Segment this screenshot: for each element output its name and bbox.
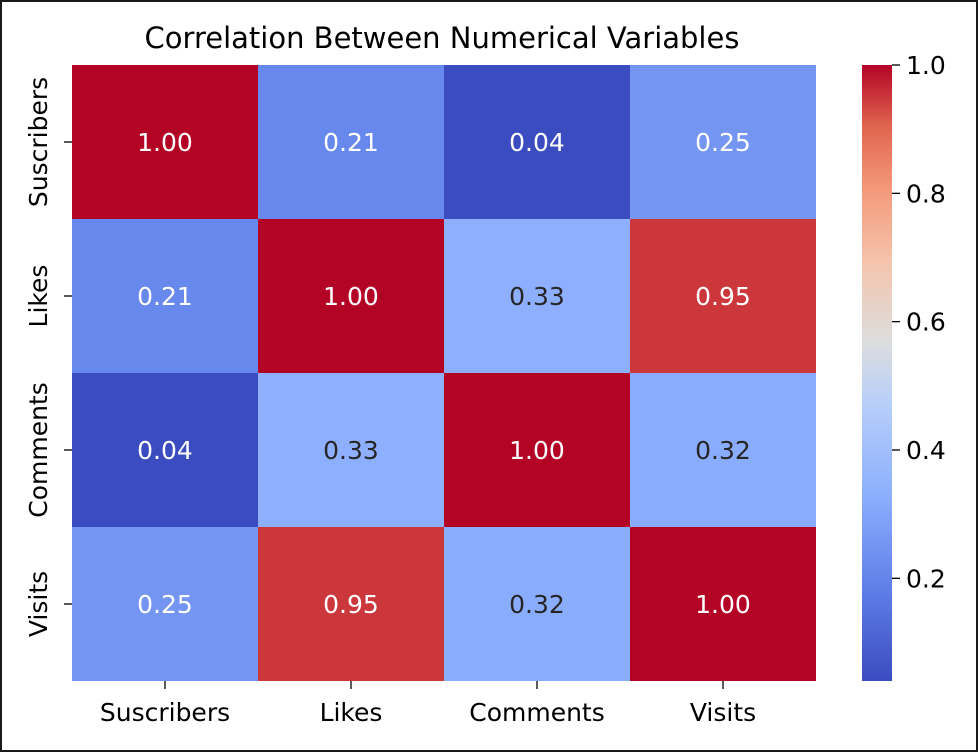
heatmap-cell — [72, 373, 258, 527]
row-tick-label: Visits — [24, 571, 53, 637]
cell-value-label: 0.21 — [137, 282, 193, 311]
row-axis: Suscribers Likes Comments Visits — [24, 77, 72, 637]
chart-title: Correlation Between Numerical Variables — [145, 21, 740, 55]
heatmap-cell — [258, 527, 444, 681]
heatmap-cell — [258, 219, 444, 373]
heatmap-cell — [630, 65, 816, 219]
heatmap-cell — [630, 373, 816, 527]
heatmap-cell — [444, 373, 630, 527]
cell-value-label: 0.95 — [695, 282, 751, 311]
colorbar: 0.2 0.4 0.6 0.8 1.0 — [862, 51, 946, 681]
heatmap-cell — [72, 527, 258, 681]
cell-value-label: 0.32 — [509, 590, 565, 619]
heatmap-cell — [72, 219, 258, 373]
cell-value-label: 0.95 — [323, 590, 379, 619]
colorbar-tick-label: 0.2 — [906, 564, 946, 593]
column-tick-label: Visits — [690, 698, 756, 727]
heatmap-cell — [258, 373, 444, 527]
row-tick-label: Suscribers — [24, 77, 53, 207]
cell-value-label: 0.33 — [509, 282, 565, 311]
heatmap-cells — [72, 65, 816, 681]
heatmap-cell — [444, 527, 630, 681]
column-tick-label: Likes — [320, 698, 383, 727]
heatmap-cell — [630, 527, 816, 681]
cell-value-label: 1.00 — [695, 590, 751, 619]
column-tick-label: Comments — [469, 698, 605, 727]
heatmap-annotations: 1.00 0.21 0.04 0.25 0.21 1.00 0.33 0.95 0.04 0.33… — [137, 128, 751, 619]
colorbar-tick-label: 0.8 — [906, 179, 946, 208]
heatmap-cell — [444, 219, 630, 373]
cell-value-label: 0.25 — [137, 590, 193, 619]
row-tick-label: Comments — [24, 382, 53, 518]
cell-value-label: 0.04 — [137, 436, 193, 465]
cell-value-label: 1.00 — [137, 128, 193, 157]
column-tick-label: Suscribers — [100, 698, 230, 727]
cell-value-label: 0.33 — [323, 436, 379, 465]
column-axis: Suscribers Likes Comments Visits — [100, 681, 756, 727]
cell-value-label: 0.25 — [695, 128, 751, 157]
cell-value-label: 1.00 — [323, 282, 379, 311]
colorbar-tick-label: 0.6 — [906, 308, 946, 337]
row-tick-label: Likes — [24, 265, 53, 328]
heatmap-cell — [444, 65, 630, 219]
colorbar-ticks: 0.2 0.4 0.6 0.8 1.0 — [892, 51, 946, 593]
heatmap-cell — [258, 65, 444, 219]
heatmap-cell — [72, 65, 258, 219]
colorbar-tick-label: 0.4 — [906, 436, 946, 465]
cell-value-label: 1.00 — [509, 436, 565, 465]
heatmap-cell — [630, 219, 816, 373]
colorbar-gradient — [862, 65, 892, 681]
cell-value-label: 0.21 — [323, 128, 379, 157]
cell-value-label: 0.32 — [695, 436, 751, 465]
colorbar-tick-label: 1.0 — [906, 51, 946, 80]
cell-value-label: 0.04 — [509, 128, 565, 157]
